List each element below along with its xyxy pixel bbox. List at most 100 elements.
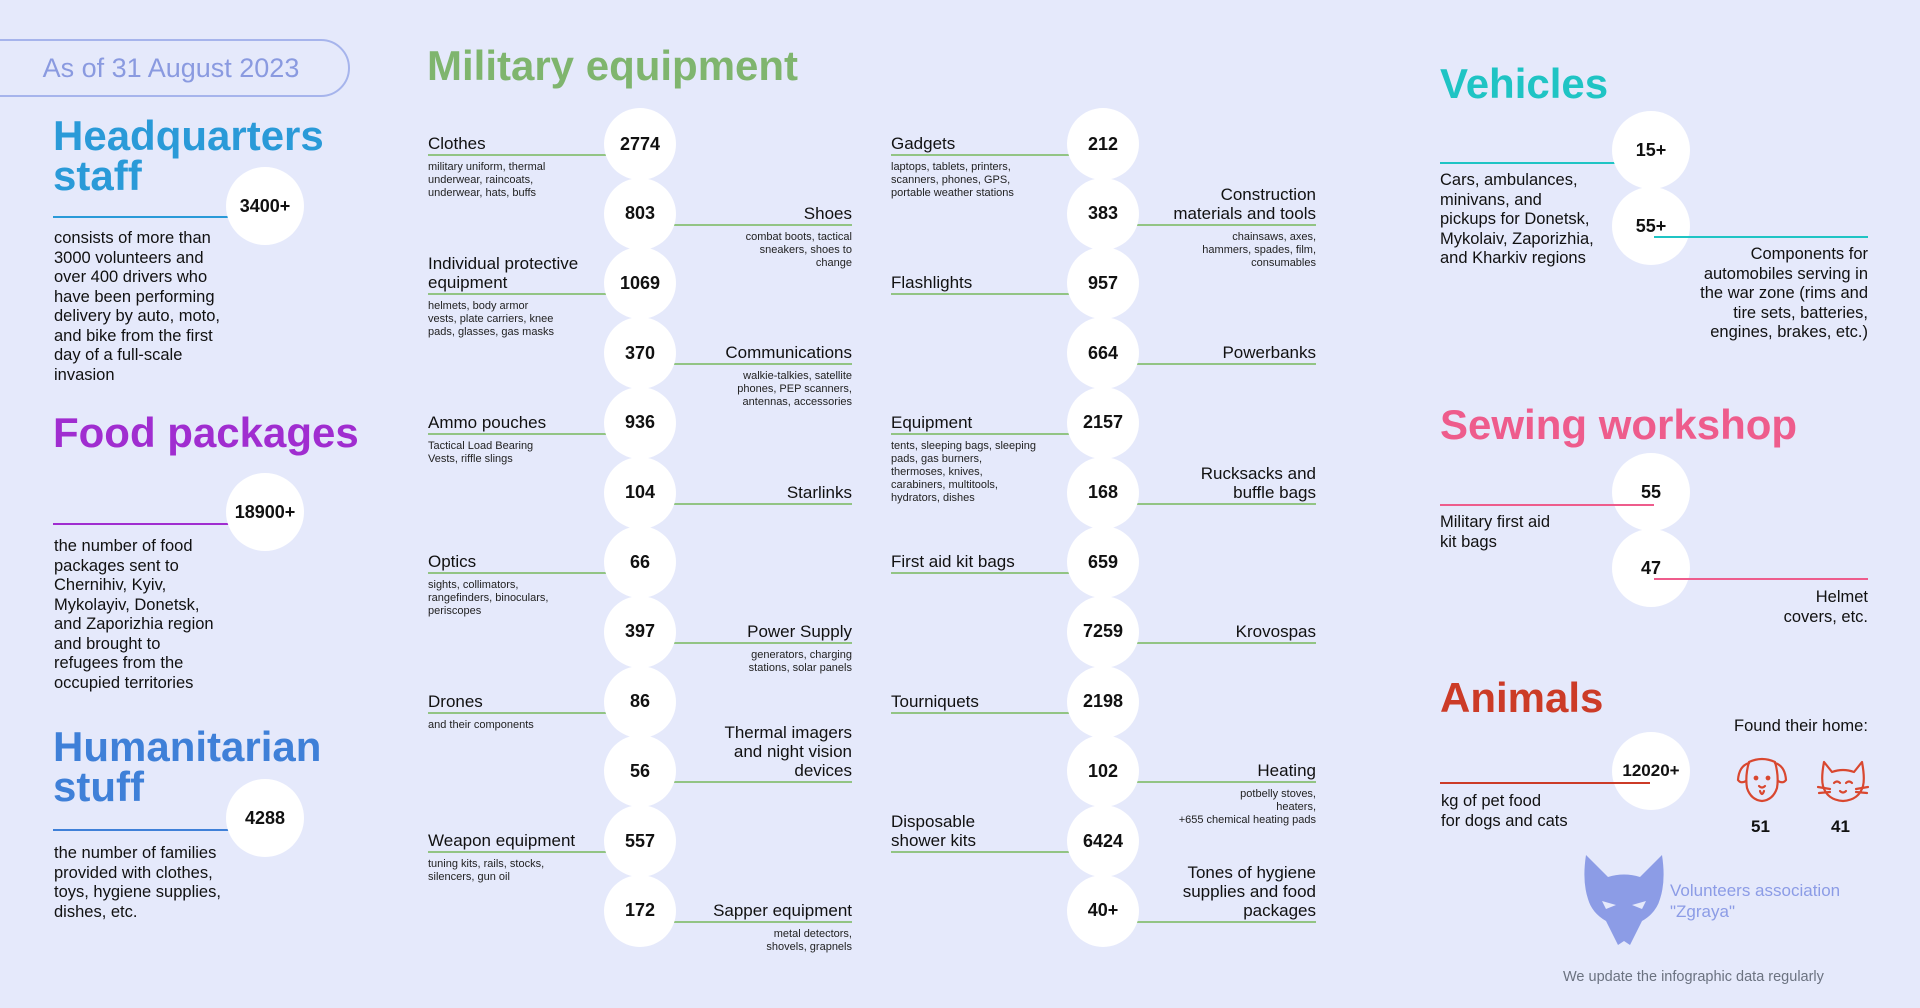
military-item-value: 370 bbox=[604, 317, 676, 390]
military-item-value: 212 bbox=[1067, 108, 1139, 180]
found-home-label: Found their home: bbox=[1734, 717, 1868, 735]
sewing-badge-2: 47 bbox=[1612, 529, 1690, 607]
military-item-line bbox=[891, 293, 1103, 296]
military-item-details: metal detectors, shovels, grapnels bbox=[766, 927, 852, 953]
military-item-label: Power Supply bbox=[747, 621, 852, 641]
animals-underline bbox=[1440, 782, 1650, 784]
military-item-value: 56 bbox=[604, 735, 676, 808]
military-item-label: Starlinks bbox=[786, 482, 852, 502]
military-item-label: Clothes bbox=[428, 134, 486, 153]
humanitarian-underline bbox=[53, 829, 265, 831]
wolf-logo-icon bbox=[1584, 855, 1664, 945]
date-text: As of 31 August 2023 bbox=[42, 52, 300, 83]
military-item-value: 2198 bbox=[1067, 665, 1139, 738]
humanitarian-description: the number of families provided with clot… bbox=[54, 844, 221, 921]
military-item-details: chainsaws, axes, hammers, spades, film, co… bbox=[1202, 230, 1316, 269]
humanitarian-title: Humanitarian stuff bbox=[53, 723, 373, 810]
military-item-label: Drones bbox=[428, 691, 483, 711]
cat-icon bbox=[1816, 760, 1870, 803]
military-item-value: 2157 bbox=[1067, 386, 1139, 459]
military-item-line bbox=[1103, 641, 1316, 644]
sewing-desc-1: Military first aid kit bags bbox=[1440, 513, 1551, 551]
military-item-value: 2774 bbox=[604, 108, 676, 180]
military-item-line bbox=[891, 851, 1103, 853]
military-item-details: laptops, tablets, printers, scanners, pho… bbox=[891, 161, 1014, 199]
sewing-desc-2: Helmet covers, etc. bbox=[1783, 588, 1868, 626]
food-title: Food packages bbox=[53, 409, 359, 456]
military-item-details: potbelly stoves, heaters, +655 chemical he… bbox=[1178, 788, 1316, 827]
military-item-line bbox=[891, 432, 1103, 435]
military-item-details: military uniform, thermal underwear, rain… bbox=[428, 161, 546, 199]
military-item-line bbox=[1103, 363, 1316, 366]
military-item-value: 397 bbox=[604, 595, 676, 668]
dogs-count: 51 bbox=[1751, 817, 1770, 836]
military-item-value: 168 bbox=[1067, 456, 1139, 529]
military-item-label: Rucksacks and buffle bags bbox=[1200, 463, 1316, 502]
food-underline bbox=[53, 523, 265, 525]
military-item-value: 557 bbox=[604, 805, 676, 877]
military-item-label: Individual protective equipment bbox=[428, 254, 579, 293]
animals-title: Animals bbox=[1440, 674, 1604, 721]
vehicles-badge-2: 55+ bbox=[1612, 187, 1690, 265]
hq-title: Headquarters staff bbox=[53, 115, 373, 197]
sewing-line-1 bbox=[1440, 504, 1654, 506]
military-item-value: 66 bbox=[604, 526, 676, 599]
military-item-value: 104 bbox=[604, 456, 676, 529]
military-item-label: Powerbanks bbox=[1222, 343, 1316, 363]
military-item-label: Weapon equipment bbox=[428, 831, 576, 850]
food-description: the number of food packages sent to Cherni… bbox=[54, 537, 214, 692]
military-item-line bbox=[891, 572, 1103, 575]
military-item-line bbox=[640, 223, 852, 226]
military-item-line bbox=[428, 293, 640, 296]
military-item-details: generators, charging stations, solar pane… bbox=[748, 648, 852, 674]
military-item-label: Communications bbox=[725, 343, 852, 363]
military-title: Military equipment bbox=[427, 42, 799, 89]
military-item-line bbox=[1103, 920, 1316, 923]
humanitarian-title-line2: stuff bbox=[53, 763, 144, 810]
military-item-line bbox=[1103, 502, 1316, 505]
military-item-value: 1069 bbox=[604, 247, 676, 320]
date-pill: As of 31 August 2023 bbox=[0, 39, 350, 97]
food-value-badge: 18900+ bbox=[226, 473, 304, 551]
association-name: Volunteers association "Zgraya" bbox=[1670, 881, 1841, 921]
military-item-line bbox=[640, 502, 852, 505]
military-item-line bbox=[640, 920, 852, 923]
military-item-label: Heating bbox=[1257, 761, 1316, 781]
dog-icon bbox=[1736, 757, 1788, 803]
military-item-label: Optics bbox=[428, 552, 477, 572]
military-item-label: Flashlights bbox=[891, 273, 973, 293]
humanitarian-value-badge: 4288 bbox=[226, 779, 304, 857]
update-note: We update the infographic data regularly bbox=[1563, 969, 1824, 985]
military-item-line bbox=[640, 781, 852, 784]
military-item-value: 6424 bbox=[1067, 805, 1139, 877]
sewing-badge-1: 55 bbox=[1612, 453, 1690, 531]
hq-underline bbox=[53, 216, 265, 218]
military-item-value: 664 bbox=[1067, 317, 1139, 390]
military-item-value: 102 bbox=[1067, 735, 1139, 808]
humanitarian-title-line1: Humanitarian bbox=[53, 723, 322, 770]
vehicles-line-1 bbox=[1440, 162, 1654, 164]
hq-value-badge: 3400+ bbox=[226, 167, 304, 245]
military-item-line bbox=[640, 641, 852, 644]
animals-value-badge: 12020+ bbox=[1612, 732, 1690, 810]
military-item-value: 40+ bbox=[1067, 874, 1139, 947]
vehicles-badge-1: 15+ bbox=[1612, 111, 1690, 189]
military-item-label: Tones of hygiene supplies and food package… bbox=[1182, 862, 1316, 920]
animals-description: kg of pet food for dogs and cats bbox=[1441, 792, 1568, 830]
military-item-details: and their components bbox=[428, 718, 534, 731]
military-item-details: tents, sleeping bags, sleeping pads, gas … bbox=[891, 439, 1036, 504]
military-item-line bbox=[428, 851, 640, 853]
military-item-value: 659 bbox=[1067, 526, 1139, 599]
military-item-value: 86 bbox=[604, 665, 676, 738]
military-item-line bbox=[891, 154, 1103, 156]
military-item-details: helmets, body armor vests, plate carriers… bbox=[428, 300, 554, 339]
military-item-label: Sapper equipment bbox=[713, 900, 852, 920]
military-item-label: Construction materials and tools bbox=[1173, 184, 1316, 223]
cats-count: 41 bbox=[1831, 817, 1850, 836]
military-item-label: Tourniquets bbox=[891, 691, 979, 711]
military-item-label: First aid kit bags bbox=[891, 552, 1015, 572]
vehicles-desc-2: Components for automobiles serving in the … bbox=[1700, 245, 1868, 341]
military-item-line bbox=[428, 572, 640, 575]
military-item-line bbox=[1103, 223, 1316, 226]
military-item-details: Tactical Load Bearing Vests, riffle sling… bbox=[428, 439, 534, 465]
